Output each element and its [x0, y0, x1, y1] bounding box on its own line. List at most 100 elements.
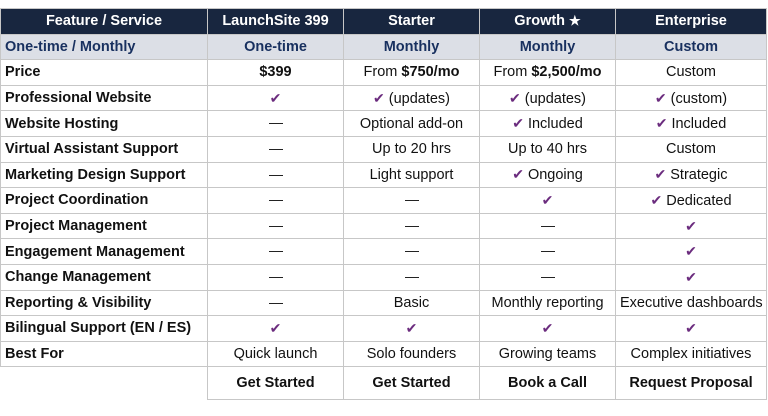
dash-icon: [268, 276, 283, 278]
cell-growth: ✔: [479, 315, 616, 342]
cell-enterprise: Executive dashboards: [615, 289, 767, 317]
checkmark-icon: ✔: [541, 319, 554, 336]
feature-label: Price: [0, 59, 208, 86]
feature-label: Virtual Assistant Support: [0, 135, 208, 163]
checkmark-icon: ✔: [512, 166, 524, 183]
cell-price: $2,500/mo: [531, 64, 602, 81]
cell-growth: From $2,500/mo: [479, 59, 616, 86]
cell-text: Solo founders: [366, 346, 457, 363]
cell-text: Custom: [666, 64, 716, 81]
table-row: Bilingual Support (EN / ES) ✔ ✔ ✔ ✔: [0, 315, 767, 342]
checkmark-icon: ✔: [685, 268, 697, 285]
table-row: Reporting & Visibility Basic Monthly repor…: [0, 289, 767, 317]
cell-launchsite: [207, 161, 344, 189]
cell-text: Dedicated: [666, 192, 732, 209]
cell-text: Included: [671, 116, 727, 133]
dash-icon: [268, 123, 283, 125]
cell-enterprise: ✔ (custom): [615, 84, 767, 112]
cell-enterprise: Custom: [615, 135, 767, 163]
billing-row: One-time / Monthly One-time Monthly Mont…: [0, 33, 767, 61]
feature-label: Bilingual Support (EN / ES): [0, 315, 208, 342]
cta-button-launchsite[interactable]: Get Started: [207, 366, 344, 401]
cell-growth: [479, 212, 616, 240]
cell-text: From: [493, 64, 532, 81]
plan-name: LaunchSite 399: [222, 13, 329, 30]
cell-growth: Up to 40 hrs: [479, 135, 616, 163]
cell-growth: [479, 263, 616, 291]
cell-enterprise: ✔: [615, 238, 767, 265]
dash-icon: [268, 174, 283, 176]
cell-starter: Up to 20 hrs: [343, 135, 480, 163]
feature-label: Best For: [0, 340, 208, 368]
cell-price: $399: [259, 64, 292, 81]
cell-launchsite: ✔: [207, 84, 344, 112]
checkmark-icon: ✔: [685, 217, 697, 234]
table-row: Virtual Assistant Support Up to 20 hrs Up …: [0, 135, 767, 163]
cell-starter: Basic: [343, 289, 480, 317]
cta-button-enterprise[interactable]: Request Proposal: [615, 366, 767, 401]
cta-button-starter[interactable]: Get Started: [343, 366, 480, 401]
feature-label: Website Hosting: [0, 110, 208, 137]
cell-starter: [343, 238, 480, 265]
checkmark-icon: ✔: [512, 115, 524, 132]
cta-button-growth[interactable]: Book a Call: [479, 366, 616, 401]
checkmark-icon: ✔: [541, 191, 554, 208]
cell-growth: ✔ Included: [479, 110, 616, 137]
cell-growth: Growing teams: [479, 340, 616, 368]
plan-header-launchsite: LaunchSite 399: [207, 8, 344, 35]
billing-enterprise: Custom: [615, 33, 767, 61]
table-row: Project Management ✔: [0, 212, 767, 240]
cell-text: Light support: [369, 166, 454, 183]
cell-text: From: [363, 64, 402, 81]
cell-text: Basic: [393, 294, 430, 311]
cell-launchsite: [207, 263, 344, 291]
cell-text: Up to 20 hrs: [372, 141, 451, 158]
cell-starter: Light support: [343, 161, 480, 189]
dash-icon: [268, 251, 283, 253]
cell-growth: Monthly reporting: [479, 289, 616, 317]
dash-icon: [268, 148, 283, 150]
table-row: Project Coordination ✔ ✔ Dedicated: [0, 187, 767, 214]
billing-starter: Monthly: [343, 33, 480, 61]
cell-text: (updates): [524, 90, 586, 107]
checkmark-icon: ✔: [685, 319, 697, 336]
cell-enterprise: ✔ Dedicated: [615, 187, 767, 214]
table-row: Price $399 From $750/mo From $2,500/mo Custo…: [0, 59, 767, 86]
checkmark-icon: ✔: [405, 319, 418, 336]
cell-text: Monthly reporting: [491, 294, 604, 311]
table-row: Change Management ✔: [0, 263, 767, 291]
plan-header-starter: Starter: [343, 8, 480, 35]
cell-enterprise: Complex initiatives: [615, 340, 767, 368]
cell-starter: [343, 212, 480, 240]
cell-launchsite: [207, 238, 344, 265]
feature-column-header: Feature / Service: [0, 8, 208, 35]
cell-starter: ✔: [343, 315, 480, 342]
cell-text: Executive dashboards: [620, 294, 763, 311]
plan-name: Growth: [514, 13, 566, 30]
cell-growth: ✔ (updates): [479, 84, 616, 112]
dash-icon: [404, 225, 419, 227]
cell-text: Quick launch: [233, 346, 318, 363]
cell-growth: ✔: [479, 187, 616, 214]
cell-launchsite: Quick launch: [207, 340, 344, 368]
cell-starter: Optional add-on: [343, 110, 480, 137]
dash-icon: [540, 251, 555, 253]
table-row: Marketing Design Support Light support ✔ On…: [0, 161, 767, 189]
checkmark-icon: ✔: [269, 89, 282, 106]
cell-launchsite: [207, 135, 344, 163]
cell-starter: Solo founders: [343, 340, 480, 368]
cell-enterprise: ✔ Strategic: [615, 161, 767, 189]
cell-text: (custom): [670, 90, 728, 107]
feature-label: Professional Website: [0, 84, 208, 112]
feature-label: Project Management: [0, 212, 208, 240]
cell-launchsite: ✔: [207, 315, 344, 342]
comparison-table: Feature / Service LaunchSite 399 Starter…: [0, 8, 767, 401]
cell-starter: ✔ (updates): [343, 84, 480, 112]
header-row: Feature / Service LaunchSite 399 Starter…: [0, 8, 767, 35]
cell-text: Custom: [666, 141, 716, 158]
star-icon: ★: [569, 13, 581, 29]
plan-name: Starter: [388, 13, 435, 30]
cell-enterprise: ✔: [615, 212, 767, 240]
dash-icon: [540, 276, 555, 278]
table-row: Engagement Management ✔: [0, 238, 767, 265]
